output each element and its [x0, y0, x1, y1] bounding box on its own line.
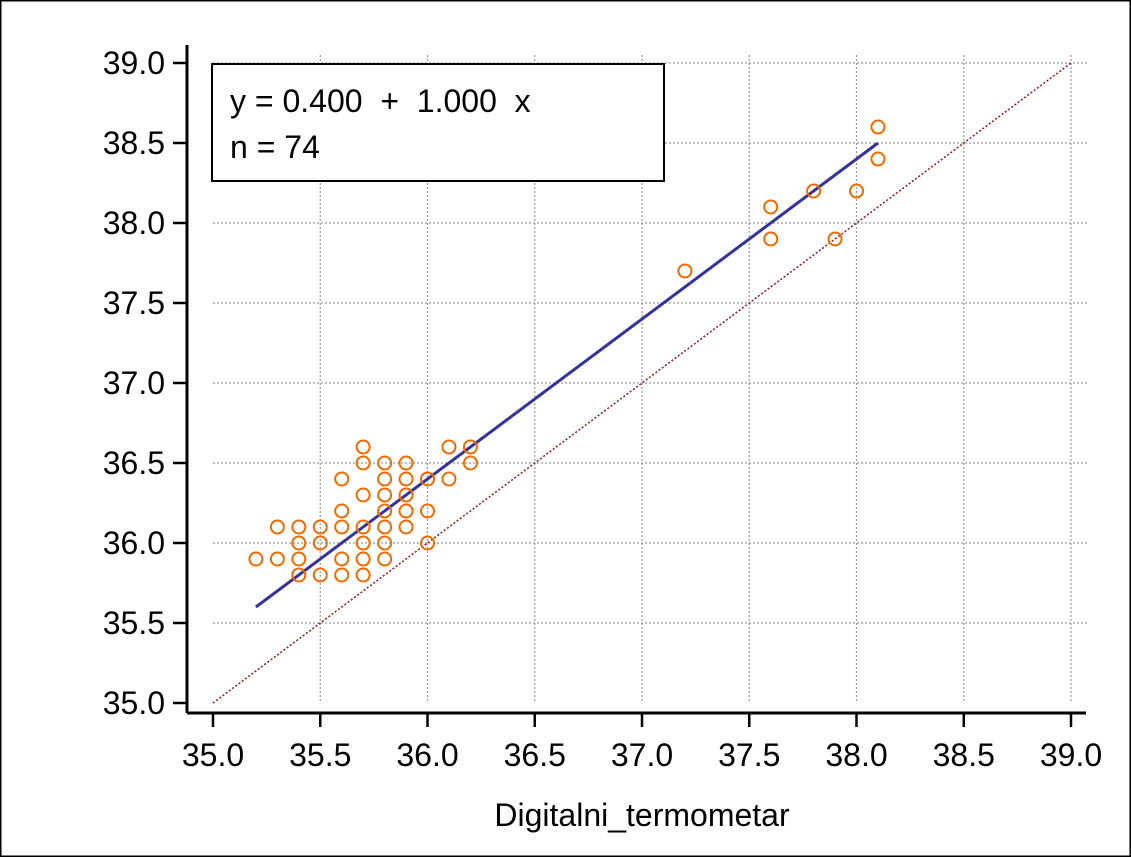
- data-point: [441, 471, 457, 487]
- data-point: [462, 439, 478, 455]
- x-tick-label: 37.0: [611, 737, 673, 773]
- data-point: [398, 455, 414, 471]
- x-axis-label: Digitalni_termometar: [494, 797, 790, 833]
- data-point: [291, 519, 307, 535]
- data-point: [398, 503, 414, 519]
- data-point: [355, 519, 371, 535]
- data-point: [462, 455, 478, 471]
- equation-text: y = 0.400 + 1.000 x: [230, 83, 531, 119]
- regression-line: [255, 141, 879, 609]
- data-point: [420, 471, 435, 487]
- data-point: [312, 567, 328, 583]
- data-point: [763, 199, 779, 215]
- y-tick-label: 36.5: [103, 445, 165, 481]
- data-point: [420, 535, 435, 551]
- equation-box: y = 0.400 + 1.000 x n = 74: [211, 63, 665, 182]
- data-point: [441, 439, 457, 455]
- y-tick-label: 39.0: [103, 45, 165, 81]
- data-point: [269, 519, 285, 535]
- data-points: [248, 119, 886, 583]
- data-point: [291, 535, 307, 551]
- data-point: [420, 503, 435, 519]
- data-point: [355, 455, 371, 471]
- data-point: [377, 551, 393, 567]
- axes: [173, 45, 1086, 727]
- data-point: [827, 231, 843, 247]
- x-tick-label: 38.0: [825, 737, 887, 773]
- data-point: [398, 519, 414, 535]
- data-point: [398, 471, 414, 487]
- y-tick-label: 37.0: [103, 365, 165, 401]
- data-point: [355, 551, 371, 567]
- tick-labels: 35.0 35.5 36.0 36.5 37.0 37.5 38.0 38.5 39.0 35.0…: [103, 45, 1102, 773]
- data-point: [248, 551, 264, 567]
- data-point: [269, 551, 285, 567]
- data-point: [334, 551, 350, 567]
- data-point: [849, 183, 864, 199]
- y-tick-label: 35.5: [103, 605, 165, 641]
- data-point: [398, 487, 414, 503]
- data-point: [377, 519, 393, 535]
- x-tick-label: 38.5: [933, 737, 995, 773]
- data-point: [334, 471, 350, 487]
- data-point: [291, 551, 307, 567]
- data-point: [355, 487, 371, 503]
- y-tick-label: 38.5: [103, 125, 165, 161]
- data-point: [763, 231, 779, 247]
- identity-line: [212, 62, 1072, 704]
- data-point: [334, 503, 350, 519]
- data-point: [355, 439, 371, 455]
- data-point: [334, 519, 350, 535]
- data-point: [806, 183, 822, 199]
- data-point: [291, 567, 307, 583]
- x-tick-label: 37.5: [718, 737, 780, 773]
- data-point: [377, 471, 393, 487]
- y-tick-label: 37.5: [103, 285, 165, 321]
- data-point: [334, 567, 350, 583]
- x-tick-label: 35.0: [182, 737, 244, 773]
- data-point: [377, 455, 393, 471]
- data-point: [355, 567, 371, 583]
- x-tick-label: 39.0: [1040, 737, 1102, 773]
- data-point: [355, 535, 371, 551]
- equation-box-frame: [211, 63, 665, 182]
- data-point: [312, 519, 328, 535]
- y-tick-label: 36.0: [103, 525, 165, 561]
- x-tick-label: 36.5: [504, 737, 566, 773]
- data-point: [377, 503, 393, 519]
- sample-size-text: n = 74: [230, 129, 320, 165]
- x-tick-label: 36.0: [396, 737, 458, 773]
- data-point: [870, 151, 886, 167]
- data-point: [377, 535, 393, 551]
- data-point: [677, 263, 693, 279]
- regression-line-path: [255, 141, 879, 609]
- data-point: [312, 535, 328, 551]
- x-tick-label: 35.5: [289, 737, 351, 773]
- data-point: [377, 487, 393, 503]
- y-tick-label: 38.0: [103, 205, 165, 241]
- identity-line-path: [212, 62, 1072, 704]
- data-point: [870, 119, 886, 135]
- y-tick-label: 35.0: [103, 685, 165, 721]
